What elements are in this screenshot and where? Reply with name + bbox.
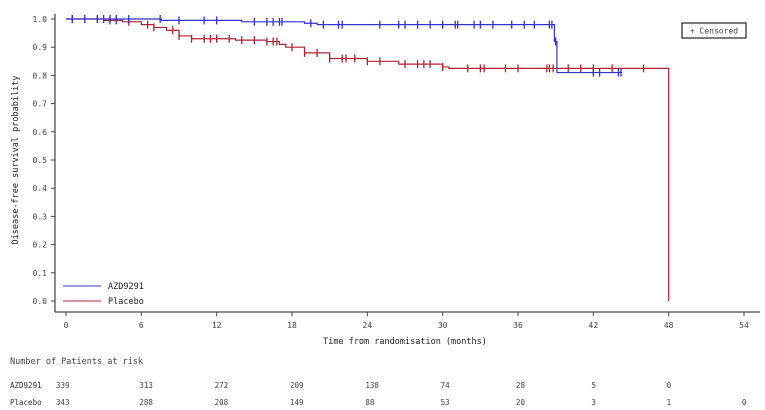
y-tick-label: 0.8 (33, 71, 48, 80)
y-tick-label: 0.5 (33, 156, 48, 165)
risk-count: 288 (139, 398, 153, 407)
y-axis-title: Disease-free survival probability (11, 76, 21, 245)
risk-count: 53 (440, 398, 450, 407)
risk-count: 0 (666, 381, 672, 390)
x-tick-label: 42 (589, 321, 599, 330)
risk-count: 28 (516, 381, 526, 390)
y-tick-label: 0.6 (33, 128, 48, 137)
risk-count: 339 (56, 381, 70, 390)
x-tick-label: 48 (664, 321, 674, 330)
x-tick-label: 18 (287, 321, 297, 330)
y-tick-label: 0.3 (33, 212, 48, 221)
y-tick-label: 0.1 (33, 269, 48, 278)
x-tick-label: 30 (438, 321, 448, 330)
y-tick-label: 0.2 (33, 241, 48, 250)
legend-label-azd9291: AZD9291 (108, 282, 144, 292)
y-axis: 0.0 0.1 0.2 0.3 0.4 0.5 0.6 0.7 0.8 0.9 1.0 (33, 14, 56, 312)
x-tick-label: 6 (139, 321, 144, 330)
risk-count: 313 (139, 381, 153, 390)
risk-count: 1 (666, 398, 672, 407)
risk-count: 74 (440, 381, 450, 390)
risk-row-label: AZD9291 (10, 381, 42, 390)
x-axis: 0 6 12 18 24 30 36 42 48 54 (55, 311, 760, 330)
km-curve-azd9291 (66, 18, 623, 74)
risk-count: 149 (290, 398, 304, 407)
risk-count: 0 (742, 398, 747, 407)
risk-count: 272 (214, 381, 229, 390)
x-tick-label: 12 (212, 321, 222, 330)
y-tick-label: 1.0 (33, 15, 48, 24)
survival-curves (66, 15, 670, 301)
risk-count: 20 (516, 398, 526, 407)
risk-count: 209 (290, 381, 304, 390)
y-tick-label: 0.0 (33, 297, 48, 306)
risk-count: 343 (56, 398, 70, 407)
risk-count: 3 (591, 398, 596, 407)
risk-count: 138 (365, 381, 379, 390)
censored-legend-box: + Censored (681, 22, 747, 39)
y-tick-label: 0.4 (33, 184, 48, 193)
risk-count: 208 (214, 398, 229, 407)
risk-row-label: Placebo (10, 398, 42, 407)
x-axis-title: Time from randomisation (months) (323, 337, 487, 347)
y-tick-label: 0.7 (33, 100, 48, 109)
risk-count: 5 (591, 381, 596, 390)
x-tick-label: 24 (363, 321, 373, 330)
y-tick-label: 0.9 (33, 43, 48, 52)
legend: AZD9291 Placebo (63, 282, 144, 307)
risk-table-title: Number of Patients at risk (10, 357, 144, 367)
legend-label-placebo: Placebo (108, 297, 144, 307)
x-tick-label: 36 (513, 321, 523, 330)
x-tick-label: 0 (64, 321, 69, 330)
x-tick-label: 54 (739, 321, 749, 330)
risk-count: 88 (365, 398, 375, 407)
censored-legend-label: + Censored (690, 27, 738, 36)
